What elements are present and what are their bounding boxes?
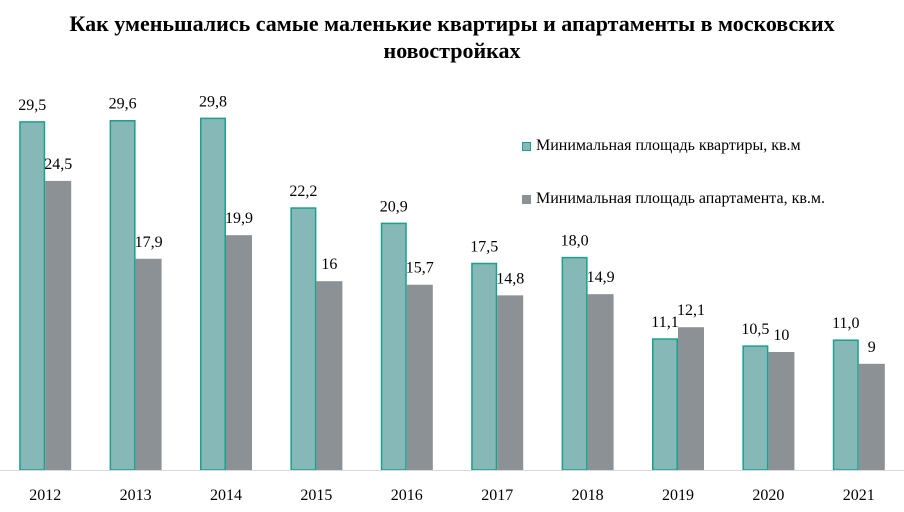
x-tick-label-2019: 2019	[662, 487, 694, 504]
data-label-apart-2016: 15,7	[406, 260, 434, 277]
x-tick-label-2018: 2018	[572, 487, 604, 504]
legend-swatch-apart	[522, 194, 531, 204]
x-tick-label-2012: 2012	[29, 487, 61, 504]
bar-apart-2013	[135, 258, 162, 470]
bar-apart-2020	[768, 352, 795, 470]
bar-flat-2015	[290, 207, 317, 471]
data-label-flat-2017: 17,5	[470, 239, 498, 256]
data-label-flat-2014: 29,8	[199, 93, 227, 110]
data-label-apart-2019: 12,1	[677, 302, 705, 319]
data-label-flat-2012: 29,5	[18, 97, 46, 114]
bar-apart-2018	[587, 294, 614, 470]
legend-item-apartment-min-area: Минимальная площадь квартиры, кв.м	[522, 137, 801, 155]
data-label-flat-2019: 11,1	[651, 314, 678, 331]
bar-flat-2012	[19, 121, 46, 471]
legend-label-flat: Минимальная площадь квартиры, кв.м	[536, 137, 801, 154]
bar-apart-2019	[678, 327, 704, 470]
x-tick-label-2021: 2021	[843, 487, 875, 504]
data-label-apart-2014: 19,9	[225, 210, 253, 227]
data-label-apart-2020: 10	[773, 327, 789, 344]
bar-flat-2016	[380, 222, 407, 471]
x-tick-label-2014: 2014	[210, 487, 242, 504]
data-label-apart-2021: 9	[868, 339, 876, 356]
bar-flat-2013	[109, 119, 136, 471]
x-tick-label-2017: 2017	[481, 487, 513, 504]
chart-title: Как уменьшались самые маленькие квартиры…	[69, 11, 835, 63]
data-label-apart-2015: 16	[321, 256, 337, 273]
data-label-flat-2021: 11,0	[832, 315, 859, 332]
legend-label-apart: Минимальная площадь апартамента, кв.м.	[536, 190, 826, 207]
data-label-flat-2018: 18,0	[561, 233, 589, 250]
bar-flat-2014	[200, 117, 226, 471]
bar-flat-2021	[832, 339, 859, 471]
x-tick-label-2020: 2020	[752, 487, 784, 504]
legend-item-apart-hotel-min-area: Минимальная площадь апартамента, кв.м.	[522, 190, 825, 208]
data-label-flat-2020: 10,5	[741, 321, 769, 338]
data-label-flat-2015: 22,2	[289, 183, 317, 200]
legend-swatch-flat	[522, 141, 531, 151]
bar-flat-2020	[742, 345, 769, 471]
bar-apart-2015	[316, 281, 343, 470]
data-label-apart-2018: 14,9	[587, 269, 615, 286]
bar-apart-2021	[858, 363, 885, 470]
bar-flat-2017	[471, 262, 498, 471]
data-label-apart-2012: 24,5	[44, 156, 72, 173]
x-tick-label-2013: 2013	[120, 487, 152, 504]
bar-apart-2016	[406, 284, 433, 470]
data-label-apart-2013: 17,9	[135, 234, 163, 251]
bar-flat-2018	[561, 256, 588, 471]
bar-flat-2019	[652, 338, 678, 471]
data-label-flat-2016: 20,9	[380, 198, 408, 215]
bar-apart-2014	[226, 235, 252, 470]
x-tick-label-2016: 2016	[391, 487, 423, 504]
x-tick-label-2015: 2015	[300, 487, 332, 504]
data-label-flat-2013: 29,6	[109, 96, 137, 113]
bar-apart-2012	[45, 180, 72, 470]
bar-apart-2017	[497, 295, 524, 470]
data-label-apart-2017: 14,8	[496, 270, 524, 287]
